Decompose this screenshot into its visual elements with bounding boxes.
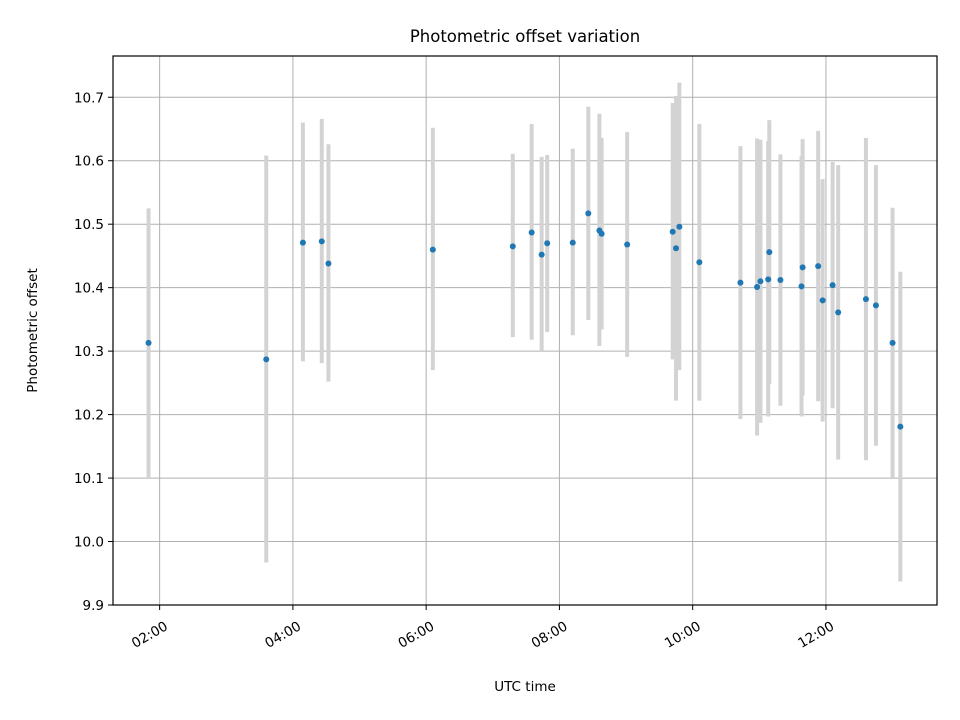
data-point — [544, 240, 551, 247]
data-point — [263, 356, 270, 363]
y-tick-label: 9.9 — [83, 598, 104, 614]
y-tick-label: 10.0 — [74, 535, 104, 551]
y-tick-label: 10.4 — [74, 281, 104, 297]
data-point — [509, 243, 516, 250]
data-point — [754, 284, 761, 291]
x-axis-label: UTC time — [494, 679, 556, 695]
data-point — [299, 239, 306, 246]
y-tick-label: 10.2 — [74, 408, 104, 424]
data-point — [835, 309, 842, 316]
data-point — [585, 210, 592, 217]
data-point — [765, 276, 772, 283]
plot-frame — [112, 55, 938, 606]
data-points — [145, 210, 904, 430]
data-point — [897, 423, 904, 430]
y-axis-ticks: 9.9 10.0 10.1 10.2 10.3 10.4 10.5 10.6 10.7 — [74, 90, 113, 614]
data-point — [696, 259, 703, 266]
data-point — [799, 264, 806, 271]
data-point — [624, 241, 631, 248]
y-axis-label: Photometric offset — [25, 268, 41, 392]
data-point — [569, 239, 576, 246]
y-tick-label: 10.6 — [74, 154, 104, 170]
data-point — [737, 279, 744, 286]
data-point — [528, 229, 535, 236]
y-tick-label: 10.1 — [74, 471, 104, 487]
y-tick-label: 10.5 — [74, 217, 104, 233]
data-point — [766, 249, 773, 256]
data-point — [889, 339, 896, 346]
data-point — [676, 223, 683, 230]
data-point — [318, 238, 325, 245]
y-tick-label: 10.7 — [74, 90, 104, 106]
data-point — [669, 228, 676, 235]
data-point — [862, 296, 869, 303]
data-point — [145, 339, 152, 346]
data-point — [538, 251, 545, 258]
data-point — [673, 245, 680, 252]
data-point — [815, 263, 822, 270]
data-point — [777, 277, 784, 284]
data-point — [325, 260, 332, 267]
chart-title: Photometric offset variation — [410, 27, 640, 46]
data-point — [829, 282, 836, 289]
data-point — [872, 302, 879, 309]
data-point — [598, 230, 605, 237]
data-point — [819, 297, 826, 304]
data-point — [757, 278, 764, 285]
data-point — [798, 283, 805, 290]
data-point — [429, 246, 436, 253]
y-tick-label: 10.3 — [74, 344, 104, 360]
